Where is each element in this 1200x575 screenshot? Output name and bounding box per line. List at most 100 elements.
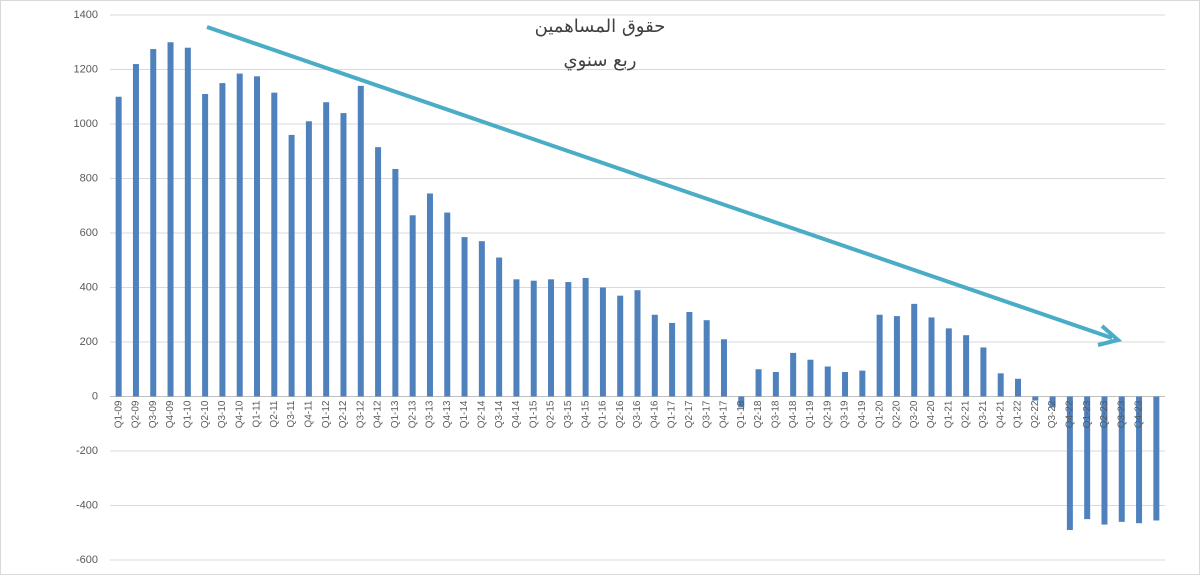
x-tick-label: Q1-23 bbox=[1082, 400, 1093, 428]
x-tick-label: Q2-18 bbox=[753, 400, 764, 428]
bar bbox=[236, 73, 243, 397]
bar bbox=[686, 312, 693, 397]
bars bbox=[115, 42, 1160, 531]
bar bbox=[288, 134, 295, 397]
bar bbox=[202, 94, 209, 397]
bar bbox=[219, 83, 226, 397]
x-tick-label: Q3-17 bbox=[701, 400, 712, 428]
x-tick-label: Q2-20 bbox=[892, 400, 903, 428]
x-tick-label: Q4-10 bbox=[234, 400, 245, 428]
bar bbox=[807, 359, 814, 397]
bar bbox=[1118, 396, 1125, 522]
bar bbox=[409, 215, 416, 397]
bar bbox=[1084, 396, 1091, 520]
x-tick-label: Q2-13 bbox=[407, 400, 418, 428]
x-tick-label: Q1-14 bbox=[459, 400, 470, 428]
bar bbox=[461, 237, 468, 397]
x-tick-label: Q3-14 bbox=[494, 400, 505, 428]
bar bbox=[651, 314, 658, 397]
x-tick-label: Q4-12 bbox=[373, 400, 384, 428]
chart-title: حقوق المساهمين bbox=[535, 16, 666, 37]
x-tick-label: Q3-18 bbox=[771, 400, 782, 428]
x-tick-label: Q4-23 bbox=[1134, 400, 1145, 428]
bar bbox=[859, 370, 866, 397]
bar bbox=[478, 241, 485, 397]
bar bbox=[513, 279, 520, 397]
bar bbox=[1066, 396, 1073, 531]
x-tick-label: Q1-15 bbox=[528, 400, 539, 428]
x-tick-label: Q3-09 bbox=[148, 400, 159, 428]
bar bbox=[824, 366, 831, 397]
bar bbox=[617, 295, 624, 397]
x-tick-label: Q2-09 bbox=[131, 400, 142, 428]
x-tick-label: Q2-23 bbox=[1099, 400, 1110, 428]
x-tick-label: Q4-22 bbox=[1065, 400, 1076, 428]
x-tick-label: Q2-15 bbox=[546, 400, 557, 428]
x-tick-label: Q1-17 bbox=[667, 400, 678, 428]
x-tick-label: Q4-21 bbox=[995, 400, 1006, 428]
bar bbox=[720, 339, 727, 397]
x-tick-label: Q4-11 bbox=[304, 400, 315, 427]
x-tick-label: Q1-11 bbox=[252, 400, 263, 427]
bar bbox=[426, 193, 433, 397]
bar bbox=[997, 373, 1004, 397]
x-tick-label: Q2-21 bbox=[961, 400, 972, 428]
x-tick-label: Q2-19 bbox=[822, 400, 833, 428]
x-tick-label: Q4-19 bbox=[857, 400, 868, 428]
x-tick-label: Q4-16 bbox=[649, 400, 660, 428]
x-tick-label: Q2-11 bbox=[269, 400, 280, 427]
bar bbox=[755, 369, 762, 397]
x-tick-label: Q1-16 bbox=[598, 400, 609, 428]
bar bbox=[738, 396, 745, 408]
x-tick-label: Q1-18 bbox=[736, 400, 747, 428]
x-tick-label: Q3-11 bbox=[286, 400, 297, 427]
bar bbox=[669, 322, 676, 397]
bar bbox=[392, 168, 399, 397]
y-tick-label: 800 bbox=[80, 172, 98, 184]
x-tick-label: Q1-19 bbox=[805, 400, 816, 428]
bar bbox=[150, 49, 157, 397]
bar bbox=[1153, 396, 1160, 521]
bar bbox=[772, 371, 779, 397]
bar bbox=[565, 282, 572, 397]
y-tick-label: 1000 bbox=[74, 118, 98, 130]
bar bbox=[1049, 396, 1056, 408]
x-tick-label: Q3-22 bbox=[1047, 400, 1058, 428]
x-tick-label: Q2-14 bbox=[476, 400, 487, 428]
x-tick-label: Q1-21 bbox=[943, 400, 954, 428]
y-tick-label: 0 bbox=[92, 390, 98, 402]
y-tick-label: 1400 bbox=[74, 9, 98, 21]
bar bbox=[980, 347, 987, 397]
bar bbox=[911, 303, 918, 397]
y-tick-label: 200 bbox=[80, 336, 98, 348]
bar bbox=[1136, 396, 1143, 524]
x-tick-label: Q3-20 bbox=[909, 400, 920, 428]
x-tick-label: Q4-15 bbox=[580, 400, 591, 428]
bar bbox=[375, 147, 382, 397]
bar bbox=[357, 85, 364, 397]
x-tick-label: Q1-09 bbox=[113, 400, 124, 428]
y-tick-label: -400 bbox=[76, 499, 98, 511]
x-tick-label: Q1-12 bbox=[321, 400, 332, 428]
bar bbox=[893, 316, 900, 397]
bar bbox=[530, 280, 537, 397]
y-tick-label: -600 bbox=[76, 554, 98, 566]
x-tick-label: Q3-10 bbox=[217, 400, 228, 428]
bar bbox=[167, 42, 174, 397]
bar bbox=[1101, 396, 1108, 525]
x-tick-label: Q3-13 bbox=[425, 400, 436, 428]
trend-arrow bbox=[206, 25, 1123, 347]
y-tick-label: 1200 bbox=[74, 63, 98, 75]
x-tick-label: Q3-21 bbox=[978, 400, 989, 428]
x-tick-label: Q3-23 bbox=[1116, 400, 1127, 428]
bar bbox=[184, 47, 191, 397]
bar bbox=[790, 352, 797, 397]
x-tick-label: Q2-17 bbox=[684, 400, 695, 428]
x-tick-label: Q4-20 bbox=[926, 400, 937, 428]
bar bbox=[842, 371, 849, 397]
x-tick-label: Q2-12 bbox=[338, 400, 349, 428]
bar bbox=[599, 287, 606, 397]
bar bbox=[496, 257, 503, 397]
x-tick-label: Q3-16 bbox=[632, 400, 643, 428]
x-tick-label: Q1-10 bbox=[182, 400, 193, 428]
